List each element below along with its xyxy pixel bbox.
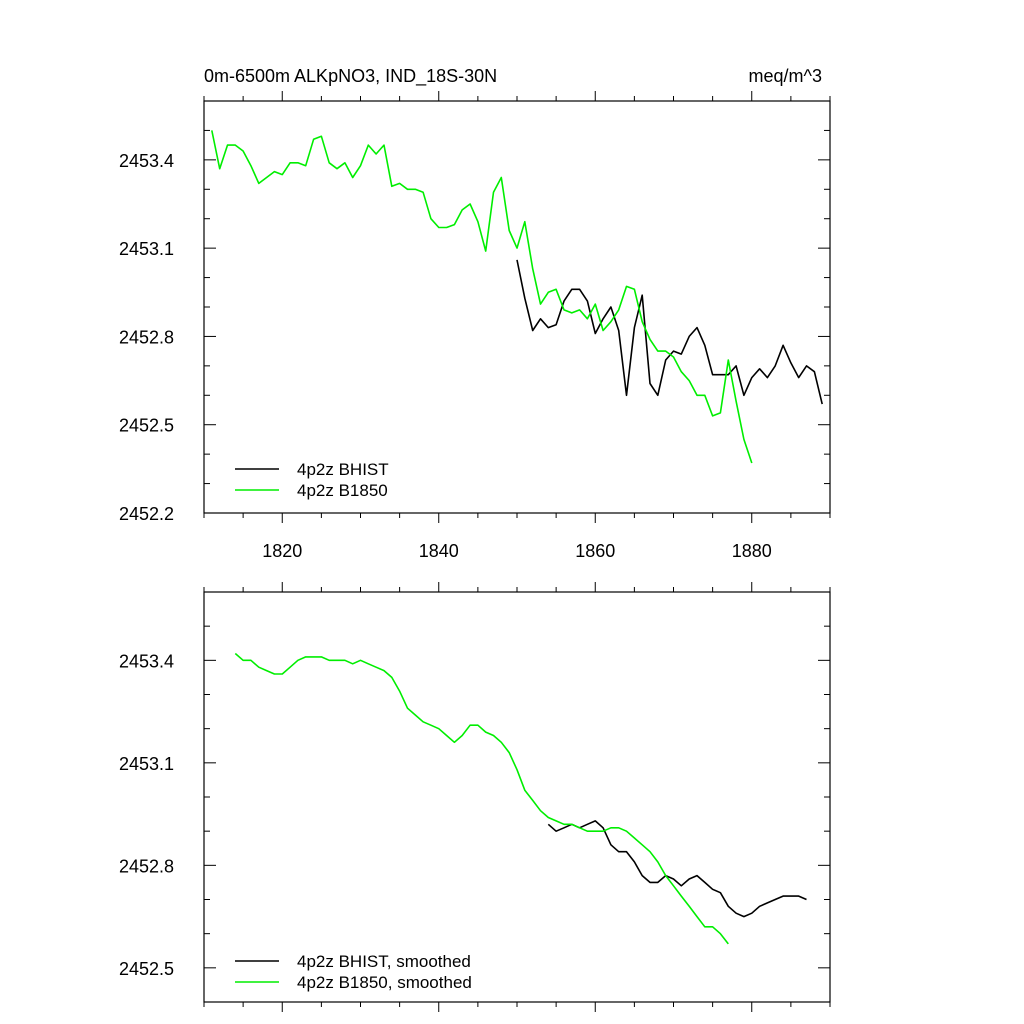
units-label: meq/m^3 [749, 66, 822, 86]
y-tick-label: 2452.8 [119, 327, 174, 347]
x-tick-label: 1860 [575, 541, 615, 561]
legend-label-b1850-smoothed: 4p2z B1850, smoothed [297, 973, 472, 992]
bottom-panel-frame [204, 592, 830, 1002]
bottom-panel-legend: 4p2z BHIST, smoothed 4p2z B1850, smoothe… [235, 952, 472, 992]
series-line-b1850 [212, 130, 752, 463]
x-tick-label: 1840 [419, 541, 459, 561]
chart-title: 0m-6500m ALKpNO3, IND_18S-30N [204, 66, 497, 87]
legend-label-bhist-smoothed: 4p2z BHIST, smoothed [297, 952, 471, 971]
top-panel-legend: 4p2z BHIST 4p2z B1850 [235, 460, 389, 500]
bottom-panel: 2452.5 2452.8 2453.1 2453.4 4p2z BHIST, smo… [119, 582, 830, 1012]
top-panel-series [212, 130, 822, 463]
bottom-panel-series [235, 654, 806, 944]
series-line-bhist [548, 821, 806, 917]
y-tick-label: 2453.4 [119, 151, 174, 171]
y-tick-label: 2453.1 [119, 754, 174, 774]
y-tick-label: 2452.2 [119, 504, 174, 524]
bottom-panel-ticks: 2452.5 2452.8 2453.1 2453.4 [119, 582, 830, 1012]
x-tick-label: 1880 [732, 541, 772, 561]
y-tick-label: 2452.5 [119, 416, 174, 436]
top-panel-ticks: 1820 1840 1860 1880 2452.2 2452.5 2452.8 2453.1… [119, 91, 830, 561]
legend-label-bhist: 4p2z BHIST [297, 460, 389, 479]
y-tick-label: 2452.8 [119, 856, 174, 876]
y-tick-label: 2453.1 [119, 239, 174, 259]
top-panel: 0m-6500m ALKpNO3, IND_18S-30N meq/m^3 18… [119, 66, 830, 561]
y-tick-label: 2453.4 [119, 651, 174, 671]
y-tick-label: 2452.5 [119, 959, 174, 979]
series-line-b1850 [235, 654, 728, 944]
legend-label-b1850: 4p2z B1850 [297, 481, 388, 500]
x-tick-label: 1820 [262, 541, 302, 561]
series-line-bhist [517, 260, 822, 404]
